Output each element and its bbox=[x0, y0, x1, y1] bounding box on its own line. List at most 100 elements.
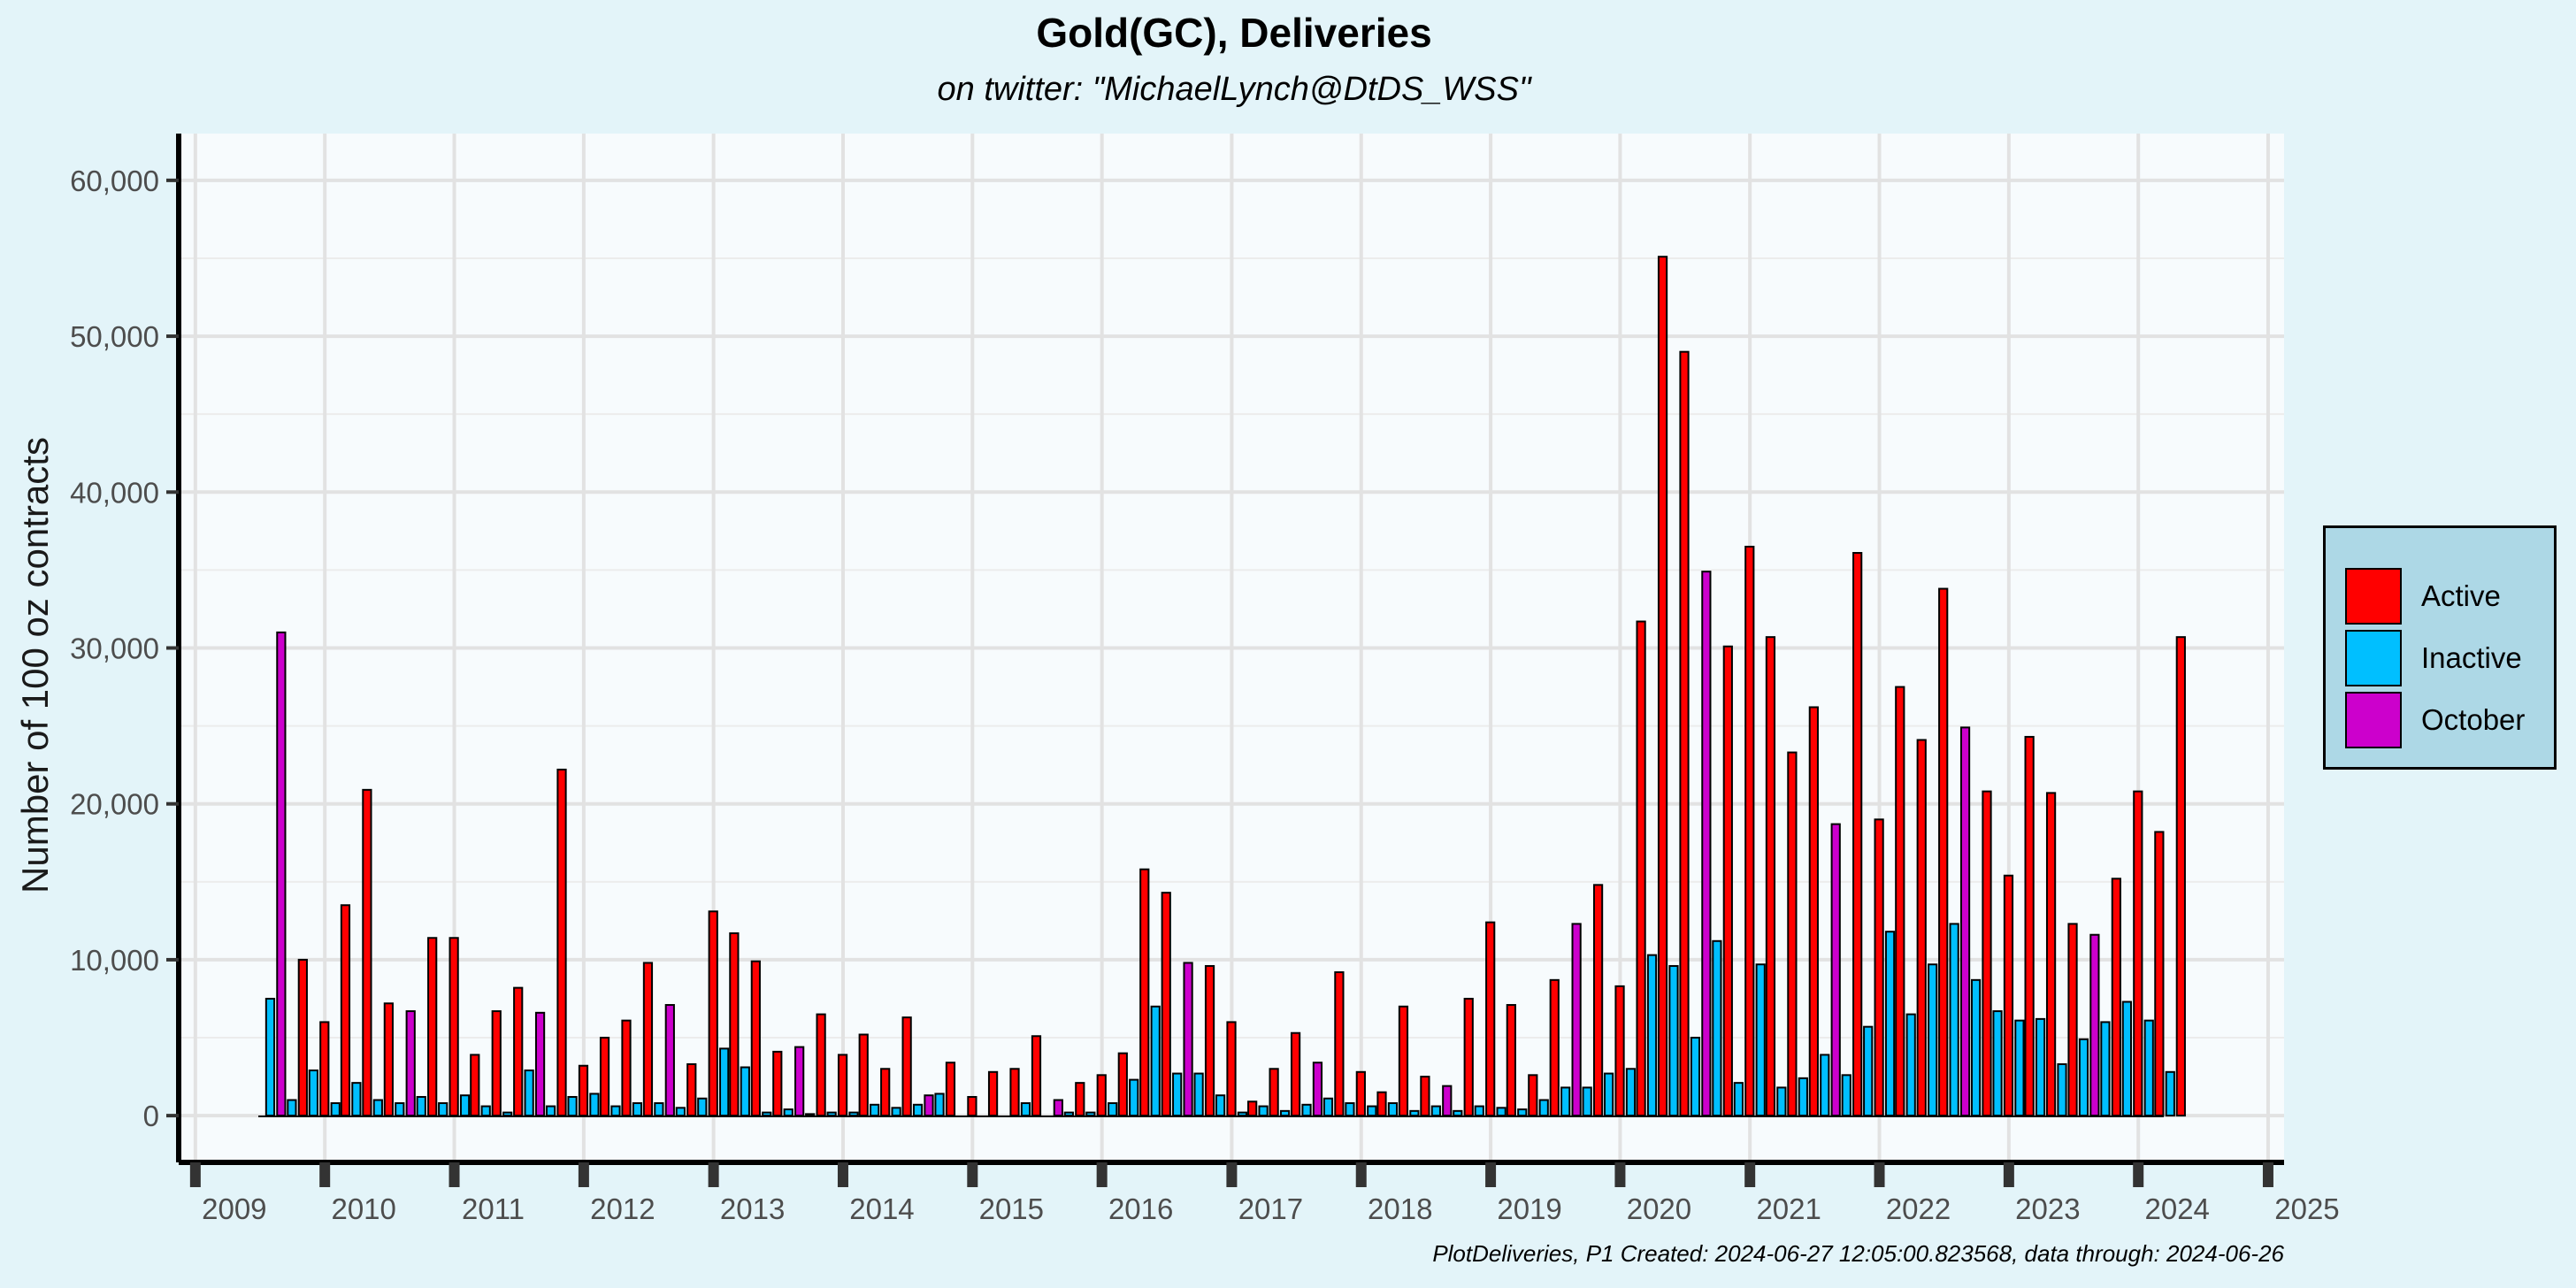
x-tick-label: 2017 bbox=[1238, 1192, 1303, 1225]
bar-active bbox=[858, 1033, 869, 1117]
bar-october bbox=[924, 1094, 934, 1117]
bar-inactive bbox=[610, 1105, 621, 1117]
bar-active bbox=[1009, 1068, 1020, 1117]
bar-active bbox=[1463, 997, 1474, 1117]
bar-inactive bbox=[1970, 978, 1982, 1117]
bar-october bbox=[1571, 923, 1582, 1117]
bar-active bbox=[816, 1013, 826, 1117]
bar-inactive bbox=[502, 1111, 513, 1117]
y-tick-label: 10,000 bbox=[70, 944, 159, 977]
bar-active bbox=[319, 1021, 330, 1117]
x-tick-label: 2010 bbox=[331, 1192, 395, 1225]
bar-active bbox=[2024, 735, 2035, 1117]
bar-inactive bbox=[1560, 1086, 1571, 1117]
bar-october bbox=[1183, 962, 1193, 1117]
bar-october bbox=[1442, 1085, 1453, 1117]
bar-active bbox=[967, 1095, 978, 1117]
bar-inactive bbox=[1085, 1111, 1096, 1117]
bar-active bbox=[621, 1019, 632, 1117]
legend: Active Inactive October bbox=[2323, 525, 2557, 770]
bar-inactive bbox=[1063, 1111, 1074, 1117]
bar-october bbox=[1701, 571, 1712, 1117]
bar-inactive bbox=[1193, 1072, 1204, 1117]
bar-inactive bbox=[934, 1092, 945, 1117]
legend-swatch-october bbox=[2345, 692, 2402, 748]
bar-inactive bbox=[2014, 1019, 2025, 1117]
x-tick-label: 2024 bbox=[2145, 1192, 2210, 1225]
chart-subtitle: on twitter: "MichaelLynch@DtDS_WSS" bbox=[937, 71, 1531, 108]
bar-inactive bbox=[1690, 1037, 1701, 1117]
bar-inactive bbox=[545, 1105, 556, 1117]
x-tick-label: 2016 bbox=[1108, 1192, 1173, 1225]
x-tick-label: 2015 bbox=[979, 1192, 1044, 1225]
bar-active bbox=[1247, 1100, 1258, 1117]
bar-inactive bbox=[372, 1099, 383, 1117]
bar-active bbox=[1528, 1074, 1538, 1117]
y-tick-label: 40,000 bbox=[70, 476, 159, 509]
bar-active bbox=[1269, 1068, 1279, 1117]
bar-october bbox=[1830, 823, 1841, 1117]
bar-active bbox=[901, 1016, 912, 1117]
y-tick-label: 20,000 bbox=[70, 788, 159, 821]
bar-active bbox=[383, 1002, 394, 1117]
bar-active bbox=[1139, 868, 1150, 1117]
bar-active bbox=[1787, 751, 1798, 1117]
bar-inactive bbox=[1215, 1094, 1226, 1117]
bar-inactive bbox=[1387, 1102, 1399, 1117]
bar-inactive bbox=[805, 1113, 816, 1117]
bar-inactive bbox=[1409, 1109, 1420, 1117]
bar-active bbox=[1506, 1004, 1516, 1117]
y-tick-label: 60,000 bbox=[70, 165, 159, 197]
bar-inactive bbox=[1603, 1072, 1614, 1117]
x-tick-label: 2012 bbox=[590, 1192, 655, 1225]
bar-inactive bbox=[719, 1047, 730, 1117]
bar-inactive bbox=[1755, 963, 1766, 1117]
bar-inactive bbox=[1841, 1074, 1852, 1117]
bar-active bbox=[1398, 1005, 1409, 1117]
bar-inactive bbox=[395, 1102, 405, 1117]
bar-inactive bbox=[524, 1070, 534, 1117]
bar-inactive bbox=[2143, 1019, 2154, 1117]
footer-note: PlotDeliveries, P1 Created: 2024-06-27 1… bbox=[1432, 1240, 2284, 1267]
bar-active bbox=[686, 1062, 697, 1117]
bar-active bbox=[1592, 884, 1604, 1117]
bar-inactive bbox=[1949, 923, 1959, 1117]
bar-inactive bbox=[1582, 1086, 1592, 1117]
bar-inactive bbox=[1237, 1111, 1248, 1117]
bar-active bbox=[1485, 921, 1496, 1117]
bar-inactive bbox=[675, 1107, 686, 1117]
bar-october bbox=[794, 1046, 805, 1117]
bar-active bbox=[1808, 706, 1819, 1117]
bar-inactive bbox=[1733, 1082, 1744, 1117]
bar-active bbox=[1290, 1031, 1301, 1117]
bar-inactive bbox=[1129, 1078, 1139, 1117]
bar-active bbox=[556, 768, 567, 1117]
bar-inactive bbox=[1712, 939, 1722, 1117]
bar-inactive bbox=[1496, 1107, 1506, 1117]
bar-active bbox=[578, 1064, 589, 1117]
bar-inactive bbox=[1172, 1072, 1183, 1117]
x-tick-label: 2021 bbox=[1756, 1192, 1821, 1225]
bar-october bbox=[1959, 726, 1971, 1117]
x-tick-label: 2019 bbox=[1497, 1192, 1561, 1225]
bar-inactive bbox=[351, 1082, 362, 1117]
x-tick-label: 2022 bbox=[1886, 1192, 1951, 1225]
bar-active bbox=[987, 1070, 999, 1117]
chart-title: Gold(GC), Deliveries bbox=[1036, 10, 1432, 56]
bar-inactive bbox=[783, 1108, 794, 1117]
bar-inactive bbox=[2121, 1000, 2132, 1117]
bar-inactive bbox=[1474, 1105, 1484, 1117]
bar-active bbox=[340, 904, 351, 1117]
legend-item-inactive: Inactive bbox=[2345, 627, 2522, 689]
x-tick-label: 2023 bbox=[2015, 1192, 2080, 1225]
x-tick-label: 2013 bbox=[720, 1192, 785, 1225]
legend-item-october: October bbox=[2345, 689, 2525, 751]
bar-inactive bbox=[740, 1066, 750, 1117]
bar-inactive bbox=[848, 1111, 859, 1117]
y-tick-label: 30,000 bbox=[70, 632, 159, 665]
bar-active bbox=[1420, 1076, 1430, 1117]
bar-inactive bbox=[1992, 1010, 2003, 1117]
bar-active bbox=[772, 1050, 783, 1117]
bar-inactive bbox=[912, 1103, 924, 1117]
